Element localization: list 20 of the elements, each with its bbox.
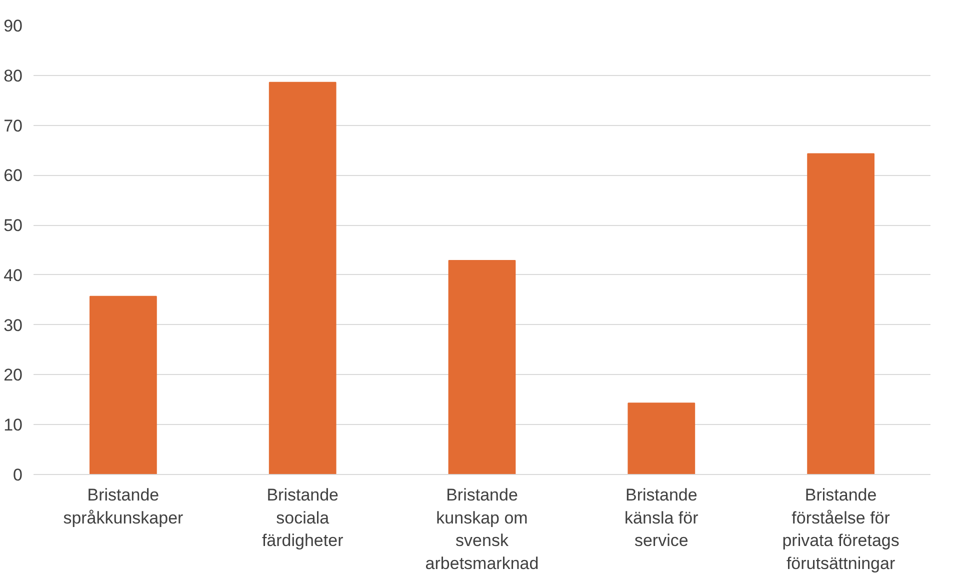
x-tick-label: Bristande förståelse för privata företags förutsättningar <box>782 486 900 573</box>
x-tick-label: Bristande sociala färdigheter <box>262 486 344 550</box>
y-tick-label: 60 <box>4 166 23 186</box>
x-tick-label: Bristande kunskap om svensk arbetsmarknad <box>425 486 539 573</box>
y-tick-label: 40 <box>4 266 23 285</box>
x-tick-label: Bristande känsla för service <box>624 486 699 550</box>
y-tick-label: 20 <box>4 366 23 385</box>
y-tick-label: 30 <box>4 316 23 335</box>
y-tick-label: 70 <box>4 116 23 136</box>
y-tick-label: 80 <box>4 66 23 86</box>
y-tick-label: 50 <box>4 216 23 236</box>
x-tick-label: Bristande språkkunskaper <box>63 486 184 528</box>
bar <box>268 82 336 474</box>
bar <box>448 260 516 474</box>
y-tick-label: 0 <box>13 466 23 484</box>
y-tick-label: 10 <box>4 416 23 435</box>
bar <box>807 153 874 474</box>
y-tick-label: 90 <box>4 16 23 36</box>
bar <box>628 402 696 474</box>
bar <box>90 296 157 474</box>
